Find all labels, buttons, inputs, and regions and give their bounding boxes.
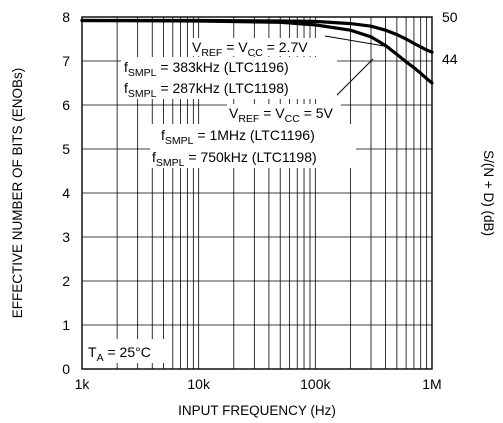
- x-axis-label: INPUT FREQUENCY (Hz): [178, 403, 336, 418]
- annotation-background: [121, 57, 337, 99]
- plot-frame: [81, 16, 433, 370]
- annotation-fsmpl-287k: fSMPL = 287kHz (LTC1198): [124, 80, 289, 100]
- annotation-vref-2v7: VREF = VCC = 2.7V: [192, 39, 308, 59]
- series-line-2: [80, 18, 434, 85]
- annotation-fsmpl-1m: fSMPL = 1MHz (LTC1196): [161, 127, 315, 147]
- annotation-background: [150, 124, 356, 168]
- x-tick-label: 100k: [300, 376, 331, 392]
- y2-axis-label: S/(N + D) (dB): [481, 150, 496, 236]
- series-group: [80, 18, 434, 85]
- y-tick-label: 8: [62, 9, 70, 25]
- y-tick-label: 3: [62, 229, 70, 245]
- x-tick-label: 1M: [422, 376, 441, 392]
- y-tick-label: 5: [62, 141, 70, 157]
- annotation-fsmpl-383k: fSMPL = 383kHz (LTC1196): [124, 59, 289, 79]
- y-tick-label: 1: [62, 317, 70, 333]
- y-tick-label: 6: [62, 97, 70, 113]
- annotation-vref-5v: VREF = VCC = 5V: [229, 105, 334, 125]
- leader-line-2v7: [324, 35, 391, 48]
- annotation-background: [86, 339, 172, 363]
- tick-labels: 1k 10k 100k 1M 0 1 2 3 4 5 6 7 8 44 50: [62, 9, 458, 392]
- y2-tick-label: 44: [442, 51, 458, 67]
- annotation-background: [227, 104, 341, 124]
- leader-line-5v: [332, 58, 374, 100]
- annotation-background: [190, 38, 322, 56]
- y2-tick-label: 50: [442, 9, 458, 25]
- annotation-ta-25c: TA = 25°C: [88, 344, 151, 364]
- y-tick-label: 2: [62, 273, 70, 289]
- y-tick-label: 0: [62, 361, 70, 377]
- y-tick-label: 7: [62, 53, 70, 69]
- y-tick-label: 4: [62, 185, 70, 201]
- x-tick-label: 1k: [75, 376, 91, 392]
- annotation-fsmpl-750k: fSMPL = 750kHz (LTC1198): [152, 149, 317, 169]
- y-axis-label: EFFECTIVE NUMBER OF BITS (ENOBs): [10, 68, 25, 319]
- x-tick-label: 10k: [187, 376, 211, 392]
